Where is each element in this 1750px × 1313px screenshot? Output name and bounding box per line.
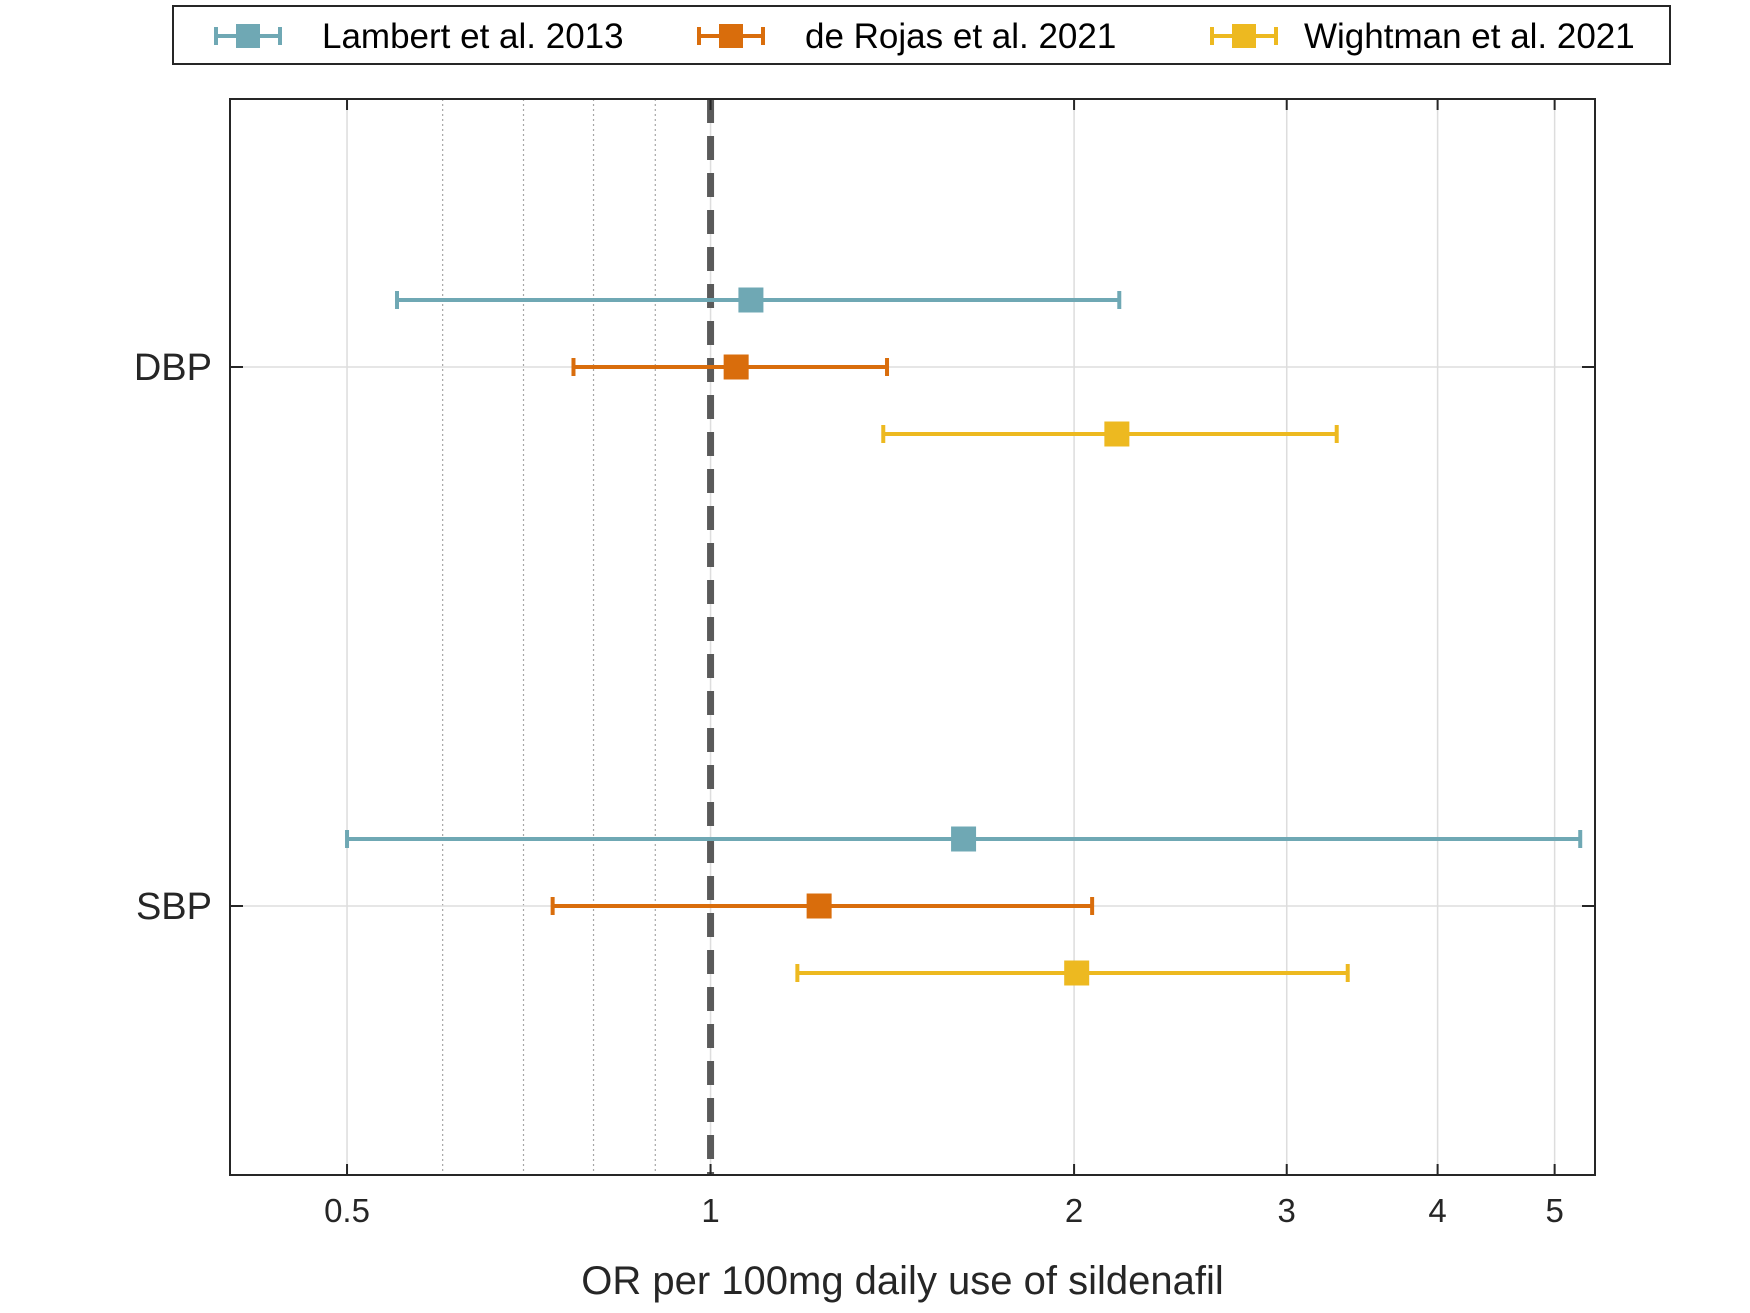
x-tick-label: 3	[1278, 1192, 1296, 1229]
legend-marker	[1232, 24, 1256, 48]
category-label: DBP	[134, 347, 212, 389]
x-tick-label: 4	[1428, 1192, 1446, 1229]
legend-marker	[719, 24, 743, 48]
x-axis-label: OR per 100mg daily use of sildenafil	[581, 1259, 1224, 1303]
series-layer	[345, 287, 1583, 986]
legend-box	[172, 5, 1671, 65]
or-marker	[738, 287, 764, 313]
plot-background	[230, 99, 1595, 1175]
gridlines	[230, 99, 1595, 1175]
axis-ticks: 0.5 1 2 3 4 5 DBP SBP	[134, 99, 1595, 1229]
series-3	[795, 421, 1350, 986]
series-2	[550, 354, 1095, 919]
or-marker	[951, 826, 977, 852]
legend-entry-1: Lambert et al. 2013	[214, 17, 624, 56]
category-label: SBP	[136, 886, 212, 928]
plot-area: 0.5 1 2 3 4 5 DBP SBP	[134, 98, 1596, 1229]
legend: Lambert et al. 2013 de Rojas et al. 2021 W…	[172, 5, 1671, 65]
x-tick-label: 2	[1065, 1192, 1083, 1229]
legend-marker	[236, 24, 260, 48]
x-tick-label: 1	[701, 1192, 719, 1229]
legend-entry-3: Wightman et al. 2021	[1210, 17, 1635, 56]
or-marker	[723, 354, 749, 380]
x-tick-label: 5	[1545, 1192, 1563, 1229]
legend-label: Wightman et al. 2021	[1304, 17, 1635, 56]
x-tick-label: 0.5	[324, 1192, 370, 1229]
legend-label: Lambert et al. 2013	[322, 17, 624, 56]
or-marker	[1064, 960, 1090, 986]
plot-frame	[229, 98, 1596, 1176]
series-1	[345, 287, 1583, 852]
or-marker	[1104, 421, 1130, 447]
legend-label: de Rojas et al. 2021	[805, 17, 1116, 56]
or-marker	[806, 893, 832, 919]
legend-entry-2: de Rojas et al. 2021	[697, 17, 1116, 56]
